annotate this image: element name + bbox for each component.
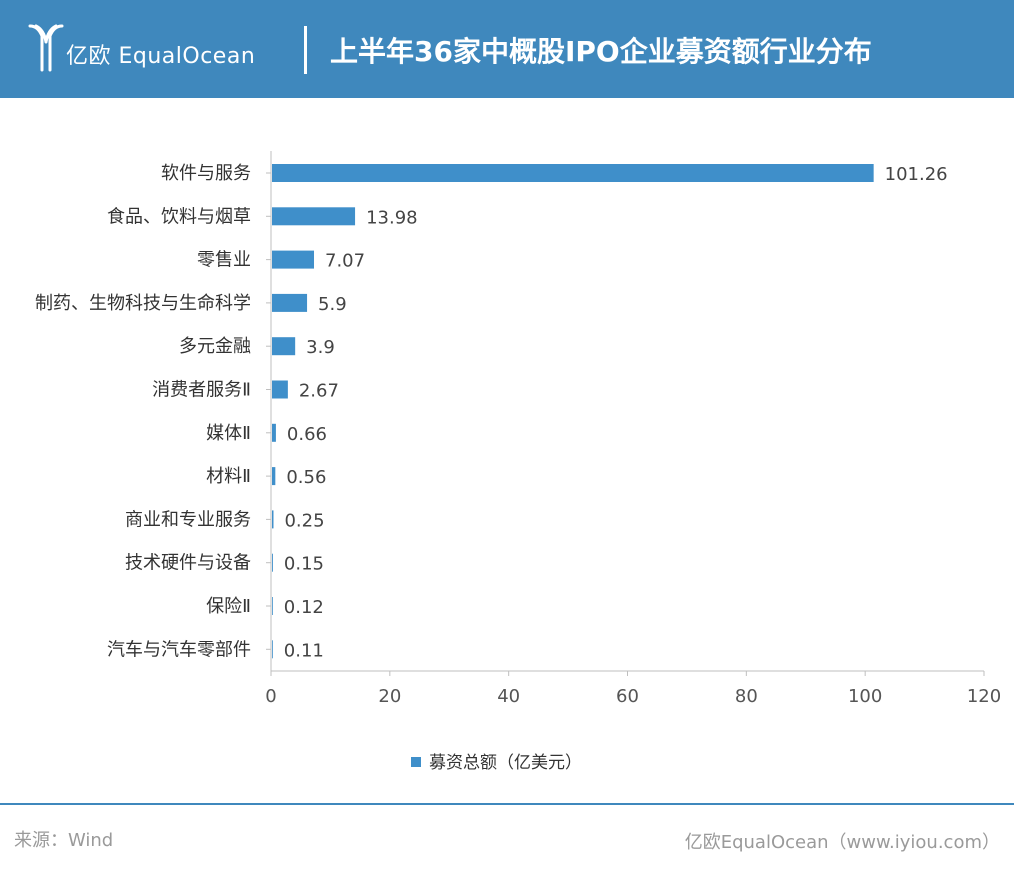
x-tick-label: 80 (735, 686, 758, 707)
data-label: 3.9 (306, 337, 335, 358)
x-tick-label: 40 (497, 686, 520, 707)
category-label: 消费者服务Ⅱ (152, 380, 251, 401)
category-label: 零售业 (197, 250, 251, 271)
category-label: 多元金融 (179, 336, 251, 357)
legend-label: 募资总额（亿美元） (429, 753, 582, 773)
bar-chart: 0 20 40 60 80 100 120 软件与服务 101.26 食品、饮料与烟草 13.98… (35, 151, 1001, 773)
bar (272, 164, 874, 182)
bar (272, 510, 274, 529)
bar (272, 337, 296, 356)
bar (272, 380, 288, 399)
header-banner: 亿欧 EqualOcean 上半年36家中概股IPO企业募资额行业分布 (0, 0, 1014, 98)
category-label: 商业和专业服务 (125, 509, 251, 530)
bar (272, 293, 308, 312)
category-label: 制药、生物科技与生命科学 (35, 293, 251, 314)
chart-title: 上半年36家中概股IPO企业募资额行业分布 (330, 35, 872, 68)
data-label: 0.15 (284, 554, 324, 575)
category-label: 保险Ⅱ (206, 596, 251, 617)
category-label: 汽车与汽车零部件 (107, 639, 251, 660)
data-label: 0.66 (287, 424, 327, 445)
logo-icon (28, 24, 64, 72)
bar (272, 250, 315, 269)
source-note: 来源：Wind (14, 830, 114, 851)
data-label: 5.9 (318, 294, 347, 315)
x-tick-label: 60 (616, 686, 639, 707)
data-label: 2.67 (299, 381, 339, 402)
x-tick-label: 20 (378, 686, 401, 707)
category-label: 技术硬件与设备 (125, 553, 251, 574)
footer-divider (0, 803, 1014, 805)
category-label: 材料Ⅱ (206, 466, 251, 487)
data-label: 0.56 (286, 467, 326, 488)
bar (272, 207, 356, 226)
bar (272, 467, 276, 486)
bar (272, 597, 273, 615)
data-label: 0.11 (284, 640, 324, 661)
x-tick-label: 0 (265, 686, 276, 707)
logo-text: 亿欧 EqualOcean (66, 44, 256, 69)
legend-swatch (411, 757, 421, 767)
bar (272, 553, 273, 572)
data-label: 0.12 (284, 597, 324, 618)
header-divider (304, 26, 307, 74)
data-label: 7.07 (325, 251, 365, 272)
bar (272, 423, 276, 442)
category-label: 软件与服务 (161, 163, 251, 184)
bar (272, 640, 273, 659)
category-label: 媒体Ⅱ (206, 423, 251, 444)
data-label: 101.26 (885, 164, 948, 185)
credit-note: 亿欧EqualOcean（www.iyiou.com） (684, 832, 1000, 853)
category-label: 食品、饮料与烟草 (107, 206, 251, 227)
data-label: 13.98 (366, 207, 418, 228)
data-label: 0.25 (284, 510, 324, 531)
x-tick-label: 100 (848, 686, 882, 707)
x-tick-label: 120 (967, 686, 1001, 707)
